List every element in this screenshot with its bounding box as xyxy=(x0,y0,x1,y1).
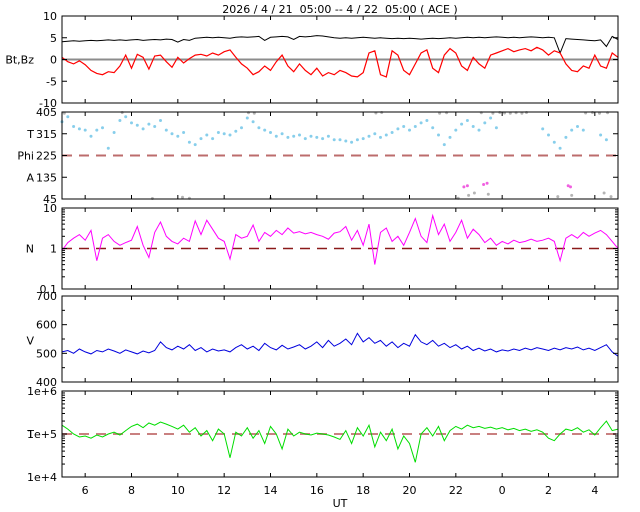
ytick-label: -10 xyxy=(39,97,57,110)
ytick-label: 500 xyxy=(36,347,57,360)
ytick-label: 10 xyxy=(43,202,57,215)
series-Bt xyxy=(61,35,619,55)
ytick-label: 600 xyxy=(36,319,57,332)
ytick-label: 0.1 xyxy=(40,283,58,296)
x-axis-label: UT xyxy=(332,497,348,510)
ytick-label: 315 xyxy=(36,128,57,141)
x-axis-ticks: 6 8 10 12 14 16 18 20 22 0 2 4 xyxy=(82,484,599,497)
series-Phi xyxy=(60,115,608,150)
series-V xyxy=(61,332,619,357)
panel-phi: 405 315 225 135 45 T Phi A xyxy=(17,106,619,206)
ytick-label: 0 xyxy=(50,54,57,67)
xtick-label: 6 xyxy=(82,484,89,497)
xtick-label: 16 xyxy=(310,484,324,497)
ytick-label: 135 xyxy=(36,171,57,184)
panel-bt-bz: 10 5 0 -5 -10 Bt,Bz xyxy=(5,10,619,110)
panel-v: 700 600 500 400 V xyxy=(26,290,619,389)
ytick-label: 400 xyxy=(36,376,57,389)
xtick-label: 12 xyxy=(217,484,231,497)
panel-label-v: V xyxy=(26,334,34,347)
panel-label-phi: T xyxy=(26,128,34,141)
ytick-label: 225 xyxy=(36,150,57,163)
ytick-label: -5 xyxy=(46,75,57,88)
plot-title: 2026 / 4 / 21 05:00 -- 4 / 22 05:00 ( AC… xyxy=(222,3,458,16)
panel-label-n: N xyxy=(26,243,34,256)
xtick-label: 4 xyxy=(591,484,598,497)
xtick-label: 0 xyxy=(499,484,506,497)
xtick-label: 22 xyxy=(449,484,463,497)
panel-label-phi: Phi xyxy=(17,150,34,163)
xtick-label: 14 xyxy=(264,484,278,497)
ytick-label: 1 xyxy=(50,243,57,256)
xtick-label: 2 xyxy=(545,484,552,497)
panel-frame-v xyxy=(61,295,619,383)
ytick-label: 1e+6 xyxy=(27,385,57,398)
ytick-label: 1e+4 xyxy=(27,471,57,484)
ytick-label: 5 xyxy=(50,32,57,45)
panel-label-t: T xyxy=(26,428,34,441)
panel-n: 10 1 0.1 N xyxy=(26,202,619,296)
panel-label-phi: A xyxy=(26,171,34,184)
xtick-label: 20 xyxy=(403,484,417,497)
xtick-label: 10 xyxy=(171,484,185,497)
xtick-label: 8 xyxy=(128,484,135,497)
panel-label-bt-bz: Bt,Bz xyxy=(5,54,34,67)
series-T xyxy=(61,420,619,463)
series-Bz xyxy=(61,46,619,78)
ytick-label: 700 xyxy=(36,290,57,303)
ytick-label: 405 xyxy=(36,106,57,119)
ytick-label: 45 xyxy=(43,193,57,206)
panel-t: 1e+6 1e+5 1e+4 T xyxy=(26,385,619,484)
series-N xyxy=(61,213,619,265)
xtick-label: 18 xyxy=(356,484,370,497)
ytick-label: 10 xyxy=(43,10,57,23)
ytick-label: 1e+5 xyxy=(27,428,57,441)
